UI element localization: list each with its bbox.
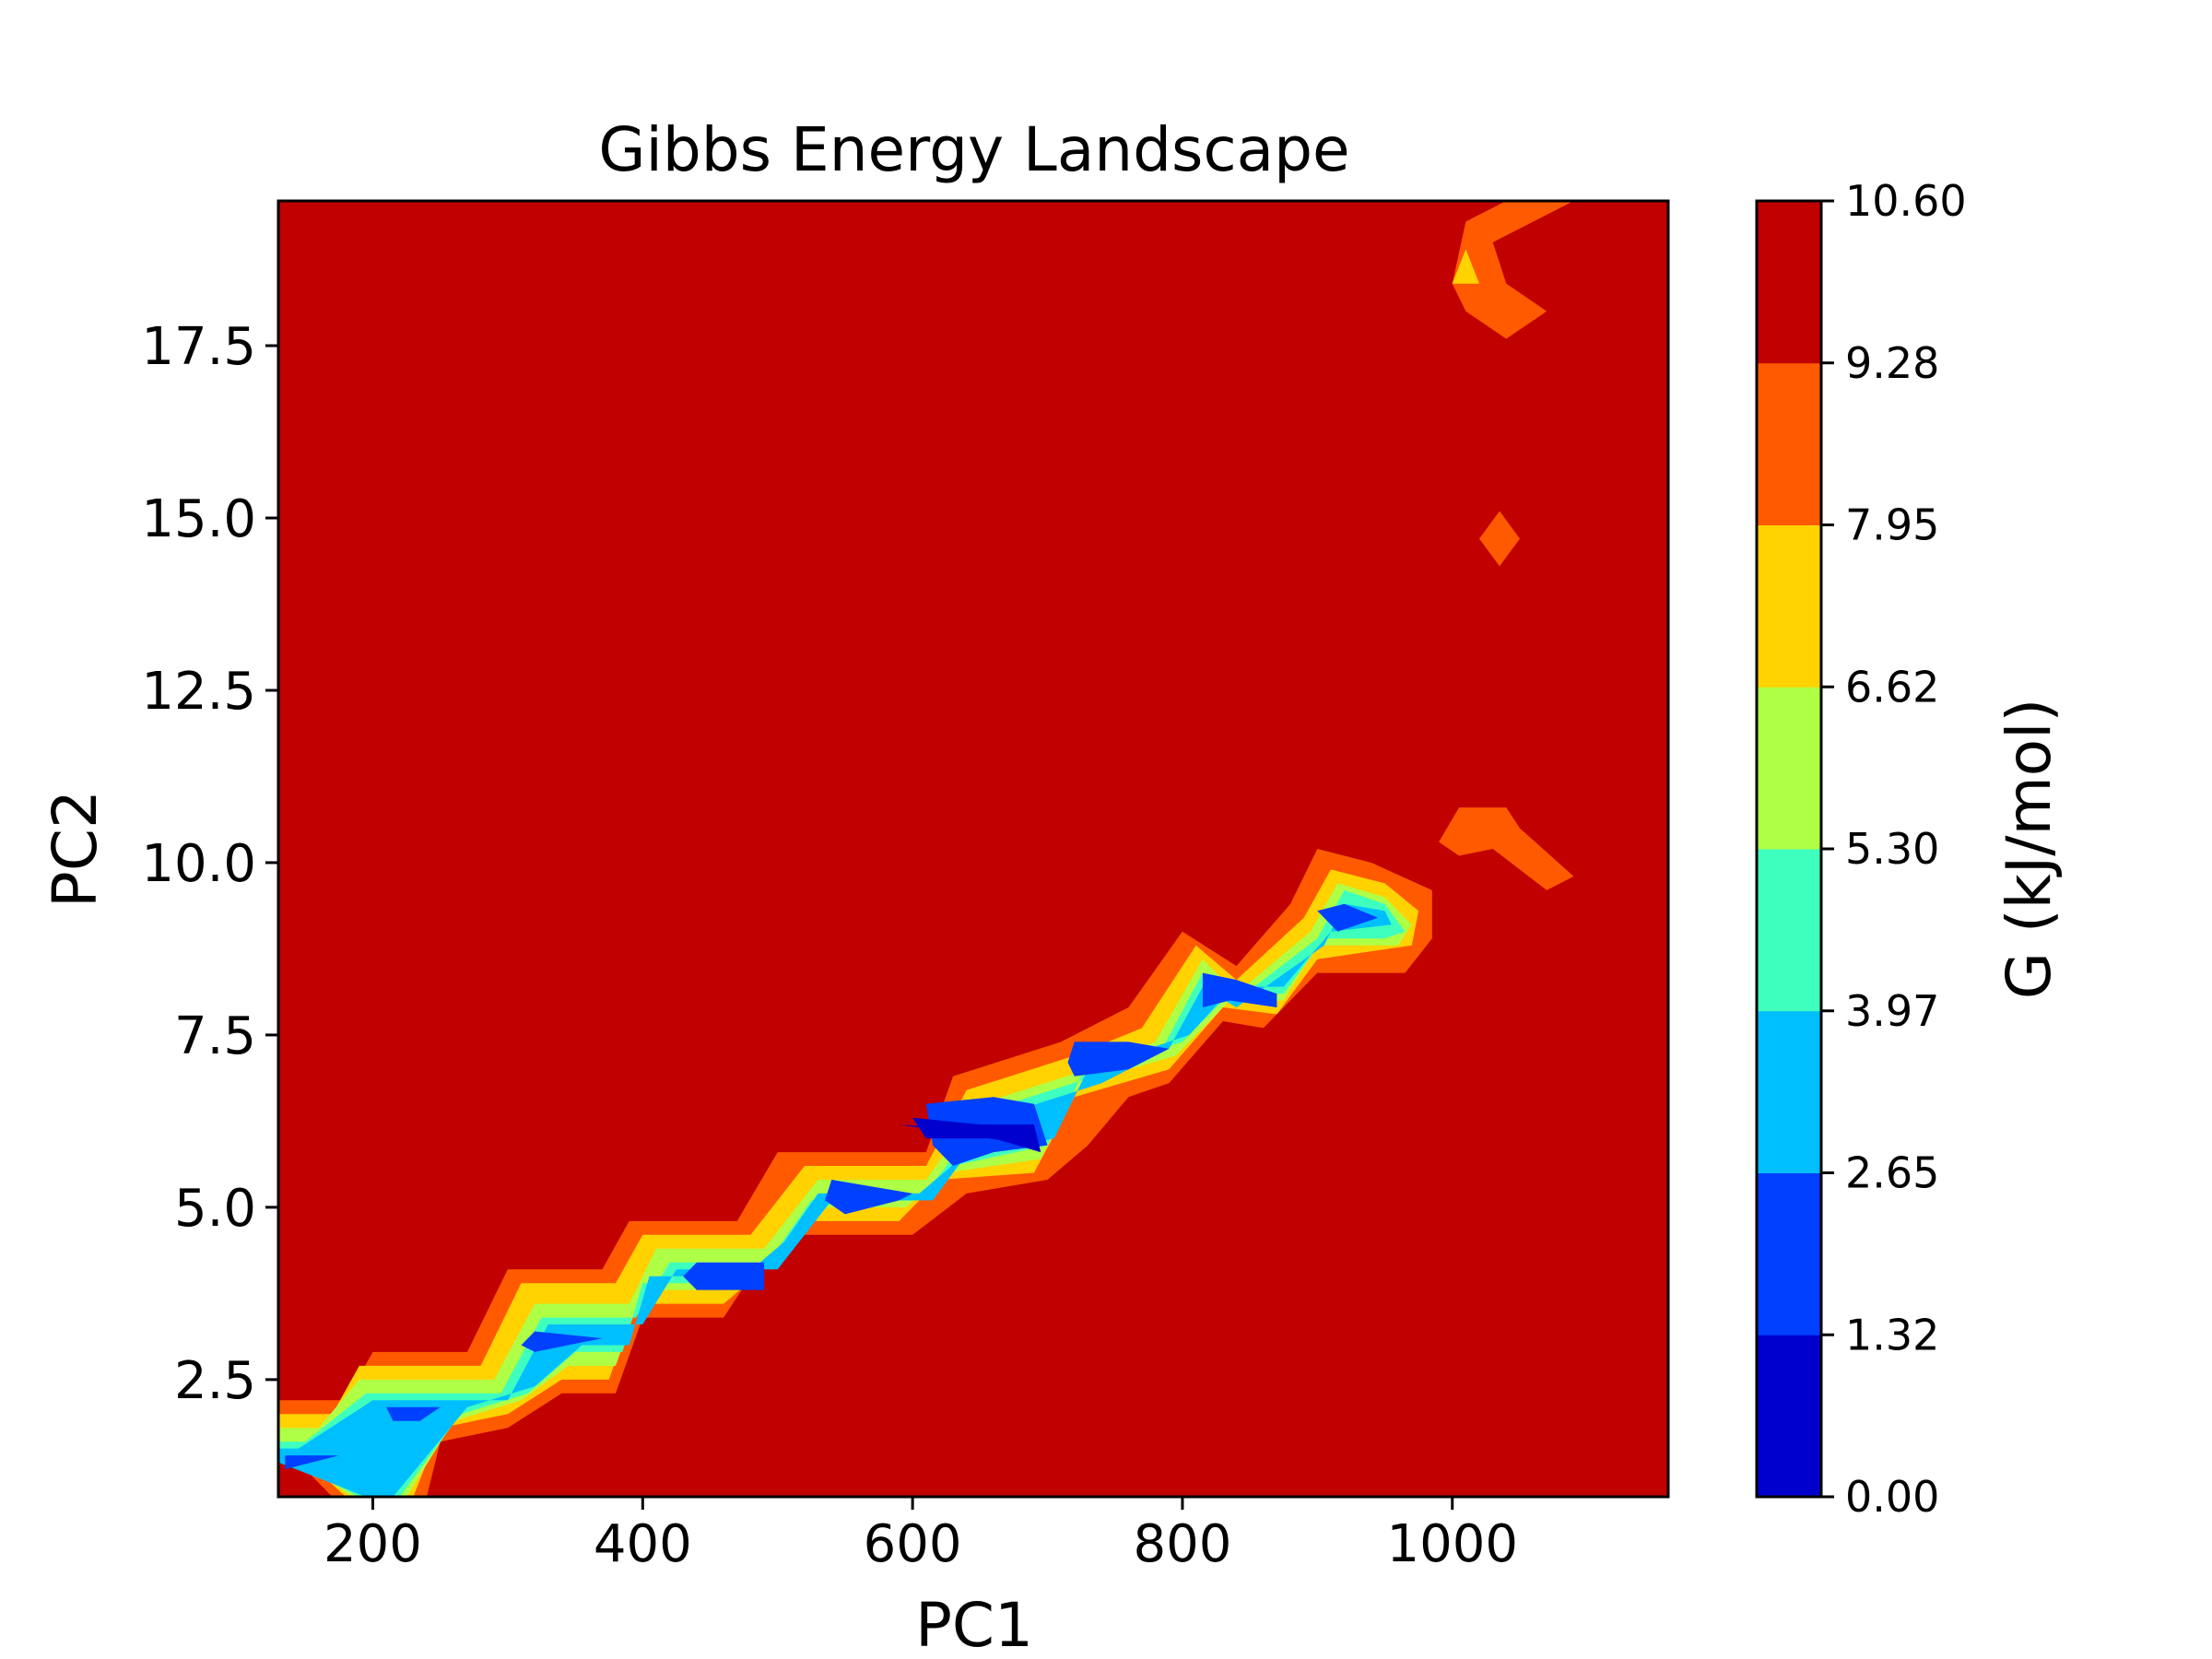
x-tick-label: 1000 <box>1386 1514 1518 1574</box>
y-axis-label: PC2 <box>40 790 111 908</box>
x-tick-label: 600 <box>864 1514 962 1574</box>
contour-darkblue-band-region-2 <box>899 1124 1034 1146</box>
contour-blue-band-region-5 <box>825 1180 913 1215</box>
colorbar-bands <box>1757 201 1821 1498</box>
colorbar-ticks: 0.00 1.32 2.65 3.97 5.30 6.62 7.95 9.28 10.60 <box>1821 176 1967 1522</box>
contour-blue-band-region-4 <box>683 1262 765 1290</box>
x-axis-label: PC1 <box>915 1590 1033 1659</box>
y-tick-label: 17.5 <box>141 317 256 377</box>
colorbar-label: G (kJ/mol) <box>1994 699 2065 1000</box>
contour-blue-band-region-1 <box>285 1455 339 1470</box>
x-tick-label: 200 <box>324 1514 422 1574</box>
y-axis: 2.5 5.0 7.5 10.0 12.5 15.0 17.5 <box>141 317 278 1411</box>
contour-fill <box>278 201 1574 1497</box>
y-tick-label: 5.0 <box>174 1179 256 1239</box>
colorbar-tick-label: 3.97 <box>1845 986 1939 1036</box>
colorbar-band <box>1757 1335 1821 1498</box>
x-tick-label: 800 <box>1133 1514 1231 1574</box>
colorbar-band <box>1757 1172 1821 1335</box>
plot-frame <box>276 199 1670 1499</box>
contour-orange-band-region-3 <box>1479 511 1520 567</box>
contour-blue-band-region-7 <box>1067 1041 1170 1077</box>
y-tick-label: 10.0 <box>141 834 256 894</box>
plot-area <box>276 199 1670 1499</box>
contour-blue-band-region-9 <box>1317 903 1379 932</box>
colorbar-band <box>1757 849 1821 1012</box>
x-axis: 200 400 600 800 1000 <box>324 1497 1518 1574</box>
contour-blue-band-region-3 <box>521 1331 603 1352</box>
contour-blue-band-region-2 <box>386 1406 467 1421</box>
y-tick-label: 15.0 <box>141 489 256 549</box>
colorbar: 0.00 1.32 2.65 3.97 5.30 6.62 7.95 9.28 10.60 G … <box>1755 176 2065 1522</box>
colorbar-tick-label: 1.32 <box>1845 1310 1939 1359</box>
colorbar-band <box>1757 1010 1821 1173</box>
colorbar-tick-label: 0.00 <box>1845 1472 1939 1522</box>
x-tick-label: 400 <box>594 1514 692 1574</box>
colorbar-tick-label: 9.28 <box>1845 338 1939 388</box>
colorbar-band <box>1757 687 1821 850</box>
colorbar-tick-label: 7.95 <box>1845 500 1939 550</box>
colorbar-band <box>1757 524 1821 688</box>
colorbar-tick-label: 5.30 <box>1845 824 1939 874</box>
y-tick-label: 12.5 <box>141 662 256 722</box>
contour-yellow-band-region-2 <box>1452 249 1479 284</box>
colorbar-band <box>1757 201 1821 364</box>
chart-title: Gibbs Energy Landscape <box>598 114 1349 185</box>
contour-orange-band-region-2 <box>1452 201 1574 339</box>
colorbar-tick-label: 6.62 <box>1845 662 1939 712</box>
y-tick-label: 7.5 <box>174 1006 256 1066</box>
y-tick-label: 2.5 <box>174 1351 256 1411</box>
colorbar-tick-label: 2.65 <box>1845 1148 1939 1198</box>
colorbar-band <box>1757 362 1821 525</box>
contour-orange-band-region-4 <box>1439 807 1574 890</box>
contour-blue-band-region-8 <box>1202 972 1277 1007</box>
colorbar-tick-label: 10.60 <box>1845 176 1967 226</box>
